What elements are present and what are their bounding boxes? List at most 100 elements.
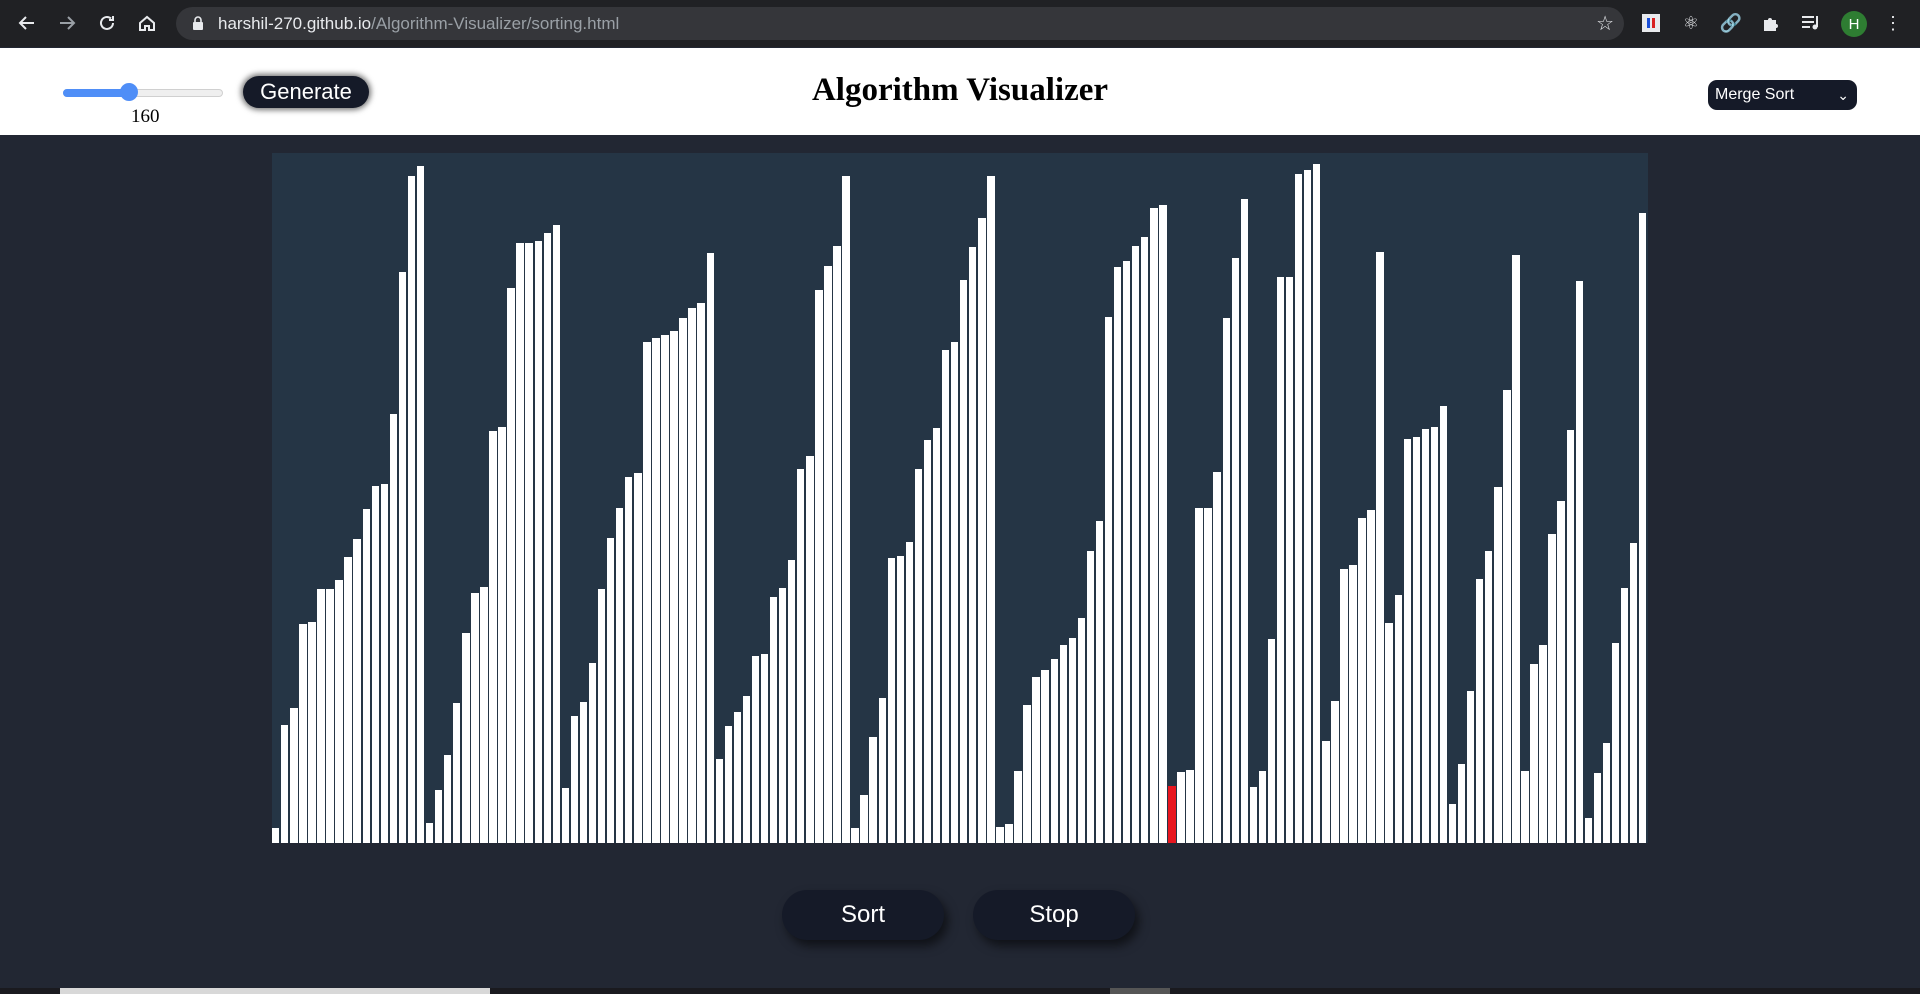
array-bar [697, 303, 705, 843]
array-bar [643, 342, 651, 843]
array-bar [1340, 569, 1348, 843]
array-bar [688, 308, 696, 843]
array-bar [534, 241, 542, 843]
array-bar [1258, 771, 1267, 843]
array-bar [272, 828, 280, 843]
array-bar [1385, 623, 1393, 843]
array-bar [1104, 317, 1113, 843]
media-queue-icon[interactable] [1798, 10, 1824, 36]
array-bar [543, 233, 552, 843]
stop-button[interactable]: Stop [973, 890, 1135, 940]
extension-link-icon[interactable]: 🔗 [1719, 12, 1743, 33]
array-bar [806, 456, 814, 843]
array-bar [552, 225, 561, 843]
array-bar [498, 427, 506, 843]
array-bar [652, 338, 660, 843]
array-bar [1439, 406, 1448, 843]
array-bar [1014, 771, 1022, 843]
array-bars-canvas [272, 153, 1648, 843]
array-bar [1593, 773, 1602, 843]
array-bar [588, 663, 597, 843]
array-bar [1322, 741, 1330, 843]
array-bar [525, 243, 533, 843]
reload-icon[interactable] [92, 8, 122, 38]
profile-avatar[interactable]: H [1841, 11, 1867, 37]
array-bar [1005, 824, 1013, 843]
array-bar [797, 469, 805, 843]
array-bar [815, 290, 823, 843]
more-menu-icon[interactable]: ⋮ [1884, 12, 1902, 33]
array-bar [1276, 277, 1285, 843]
array-bar [281, 725, 289, 843]
array-bar [353, 539, 361, 843]
forward-icon[interactable] [52, 8, 82, 38]
array-bar [1077, 618, 1086, 843]
array-bar [1159, 205, 1167, 843]
array-bar [1548, 534, 1556, 843]
array-bar [597, 589, 606, 843]
slider-fill [63, 89, 129, 97]
array-bar [625, 477, 633, 843]
slider-thumb[interactable] [119, 83, 138, 101]
array-bar [960, 280, 968, 843]
array-bar [561, 788, 570, 843]
sort-button[interactable]: Sort [782, 890, 944, 940]
array-bar [670, 331, 678, 843]
array-bar [579, 702, 588, 843]
url-text: harshil-270.github.io/Algorithm-Visualiz… [218, 14, 620, 33]
extension-react-icon[interactable]: ⚛ [1682, 12, 1700, 33]
array-bar [462, 633, 470, 843]
browser-toolbar: harshil-270.github.io/Algorithm-Visualiz… [0, 0, 1920, 47]
array-bar [1530, 664, 1538, 843]
extension-icon[interactable] [1638, 10, 1664, 36]
array-bar [679, 318, 687, 843]
array-bar [661, 335, 669, 843]
bookmark-star-icon[interactable]: ☆ [1596, 13, 1614, 35]
array-bar [290, 708, 298, 843]
array-bar [308, 622, 316, 843]
array-bar [1457, 764, 1466, 843]
array-bar [1476, 579, 1484, 843]
array-bar [1512, 255, 1520, 843]
array-bar [1412, 437, 1421, 843]
array-bar [1122, 261, 1131, 843]
algorithm-selected-value: Merge Sort [1715, 86, 1795, 103]
array-bar [1023, 705, 1031, 843]
generate-button[interactable]: Generate [243, 76, 369, 108]
array-bar [715, 759, 724, 843]
array-bar [634, 473, 642, 843]
home-icon[interactable] [132, 8, 162, 38]
address-bar[interactable]: harshil-270.github.io/Algorithm-Visualiz… [176, 7, 1624, 40]
taskbar-segment [60, 988, 490, 994]
array-bar [833, 246, 841, 843]
array-bar [344, 557, 352, 843]
array-bar [299, 624, 307, 843]
array-bar [950, 342, 959, 843]
extensions-puzzle-icon[interactable] [1758, 10, 1784, 36]
array-bar [1186, 770, 1194, 843]
array-bar [869, 737, 877, 843]
array-bar [1132, 246, 1140, 843]
array-size-slider[interactable] [63, 82, 223, 102]
back-icon[interactable] [12, 8, 42, 38]
array-bar [1394, 595, 1402, 843]
array-bar [1557, 501, 1565, 843]
array-bar [1521, 771, 1529, 843]
array-bar [969, 247, 977, 843]
array-bar [1240, 199, 1249, 843]
array-bar [453, 703, 461, 843]
array-bar [1204, 508, 1212, 843]
algorithm-select[interactable]: Merge Sort ⌄ [1708, 80, 1857, 110]
bottom-strip [0, 988, 1920, 994]
array-bar [941, 350, 950, 843]
array-bar [1150, 208, 1158, 843]
array-bar [335, 580, 343, 843]
array-bar [1213, 472, 1221, 843]
array-bar [398, 272, 407, 843]
array-bar [760, 654, 769, 843]
array-bar [1304, 170, 1312, 843]
array-bar [742, 696, 751, 843]
array-bar [471, 593, 479, 843]
array-bar [769, 597, 778, 843]
array-bar [724, 726, 733, 843]
